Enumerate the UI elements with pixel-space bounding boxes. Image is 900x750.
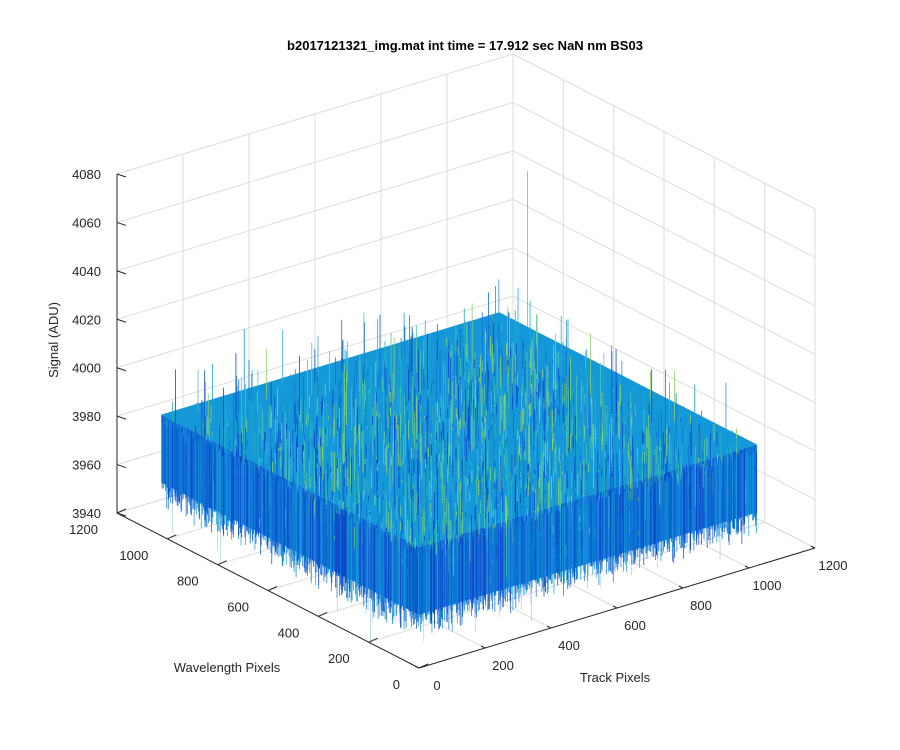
x-tick-label: 1200: [819, 558, 848, 573]
y-tick-mark: [116, 508, 127, 514]
y-tick-label: 200: [328, 651, 350, 666]
x-tick-label: 0: [433, 678, 440, 693]
z-tick-label: 4000: [72, 361, 101, 376]
x-tick-mark: [414, 665, 420, 669]
z-tick-mark: [116, 512, 127, 517]
z-tick-label: 3980: [72, 409, 101, 424]
grid-line-wall-z: [116, 198, 514, 320]
x-tick-label: 1000: [753, 578, 782, 593]
z-tick-label: 4020: [72, 312, 101, 327]
y-tick-mark: [217, 560, 227, 566]
surface-plot: [161, 171, 758, 647]
x-tick-mark: [744, 565, 750, 569]
grid-line-wall-z: [116, 150, 514, 272]
y-tick-label: 600: [227, 600, 249, 615]
x-tick-mark: [678, 585, 684, 589]
z-tick-label: 4080: [72, 167, 101, 182]
x-tick-mark: [480, 645, 486, 649]
z-tick-label: 3960: [72, 458, 101, 473]
x-tick-label: 800: [690, 598, 712, 613]
y-tick-mark: [368, 637, 378, 643]
x-tick-label: 200: [492, 658, 514, 673]
grid-line-wall-z: [116, 101, 514, 223]
y-tick-mark: [318, 611, 328, 617]
y-tick-label: 0: [393, 677, 400, 692]
grid-line-wall-z: [116, 53, 514, 175]
y-axis-label: Wavelength Pixels: [174, 660, 281, 675]
grid-line-wall-z: [512, 101, 816, 258]
tick-labels: 0 200 400 600 800 1000 1200 0 200 400 600 800 1000 12…: [69, 167, 847, 693]
z-tick-label: 4060: [72, 215, 101, 230]
x-tick-mark: [810, 545, 816, 549]
grid-line-wall-z: [512, 53, 816, 210]
grid-line-wall-z: [512, 150, 816, 307]
z-tick-mark: [116, 270, 127, 275]
x-tick-label: 600: [624, 618, 646, 633]
z-tick-mark: [116, 464, 127, 469]
y-tick-label: 1200: [69, 522, 98, 537]
z-axis-label: Signal (ADU): [46, 302, 61, 378]
z-tick-mark: [116, 415, 127, 420]
x-tick-mark: [612, 605, 618, 609]
z-tick-mark: [116, 221, 127, 226]
chart-title: b2017121321_img.mat int time = 17.912 se…: [287, 38, 643, 53]
z-tick-mark: [116, 173, 127, 178]
y-tick-label: 400: [278, 625, 300, 640]
z-tick-mark: [116, 318, 127, 323]
x-tick-label: 400: [558, 638, 580, 653]
x-tick-mark: [546, 625, 552, 629]
grid-line-wall-z: [512, 247, 816, 404]
axes-lines: [116, 173, 816, 669]
x-axis-label: Track Pixels: [580, 670, 651, 685]
y-tick-mark: [267, 586, 278, 591]
z-tick-label: 4040: [72, 264, 101, 279]
y-tick-label: 800: [177, 574, 199, 589]
grid-line-wall-z: [512, 198, 816, 355]
z-tick-mark: [116, 367, 127, 372]
y-tick-label: 1000: [119, 548, 148, 563]
y-tick-mark: [167, 534, 177, 540]
grid-line-wall-z: [116, 247, 514, 369]
grid-line-wall-z: [512, 295, 816, 452]
y-tick-mark: [418, 663, 429, 669]
z-tick-label: 3940: [72, 506, 101, 521]
